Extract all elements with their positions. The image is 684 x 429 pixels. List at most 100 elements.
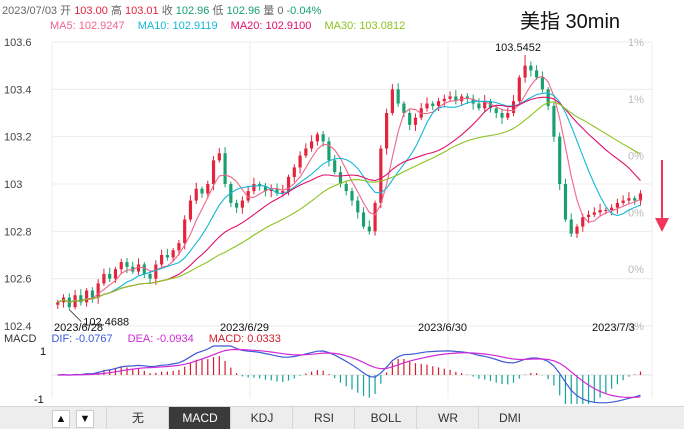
candle-body: [615, 202, 619, 208]
right-tick-label: 0%: [628, 321, 644, 333]
candle-body: [246, 191, 250, 201]
dif-line: [57, 345, 641, 404]
candle-body: [356, 200, 360, 213]
candle-body: [385, 113, 389, 149]
candle-body: [108, 273, 112, 279]
down-arrow-button[interactable]: ▼: [76, 410, 94, 428]
candle-body: [586, 214, 591, 218]
candle-body: [223, 153, 227, 184]
candle-body: [408, 113, 412, 125]
candle-body: [327, 141, 331, 161]
candle-body: [188, 200, 193, 220]
tab-boll[interactable]: BOLL: [354, 407, 417, 429]
indicator-tab-bar: ▲ ▼ 无 MACD KDJ RSI BOLL WR DMI: [0, 406, 684, 429]
candle-body: [350, 191, 354, 201]
candle-body: [160, 255, 164, 265]
ma-legend: MA5: 102.9247 MA10: 102.9119 MA20: 102.9…: [50, 20, 415, 32]
candle-body: [304, 148, 308, 156]
candle-body: [292, 167, 296, 177]
candle-body: [148, 273, 152, 279]
candle-body: [390, 89, 394, 113]
candle-body: [177, 243, 181, 251]
candle-body: [638, 193, 643, 201]
max-annotation: 103.5452: [495, 42, 541, 54]
candle-body: [96, 283, 100, 298]
right-tick-label: 0%: [628, 151, 644, 163]
min-pointer: [69, 309, 82, 323]
x-axis-label: 2023/6/29: [220, 322, 269, 334]
candle-body: [275, 188, 279, 194]
y-tick-label: 102.6: [4, 274, 32, 286]
candle-body: [102, 273, 106, 284]
ma-line: [57, 92, 641, 303]
candle-body: [379, 148, 383, 203]
candle-body: [529, 65, 533, 71]
candle-body: [448, 96, 452, 99]
candle-body: [483, 101, 487, 109]
candle-body: [154, 264, 158, 279]
candle-body: [581, 217, 585, 227]
y-tick-label: 103: [4, 179, 22, 191]
candle-body: [396, 89, 400, 104]
info-high-label: 高: [110, 5, 122, 17]
candle-body: [263, 186, 268, 192]
info-close: 102.96: [175, 5, 210, 17]
candle-body: [633, 198, 637, 201]
candle-body: [269, 188, 273, 192]
tab-macd[interactable]: MACD: [168, 407, 231, 429]
y-tick-label: 102.8: [4, 226, 32, 238]
macd-y-tick: 1: [40, 346, 46, 358]
tab-wr[interactable]: WR: [416, 407, 479, 429]
candle-body: [373, 202, 377, 232]
candle-body: [627, 198, 631, 201]
candle-body: [136, 264, 141, 272]
x-axis-label: 2023/6/28: [54, 322, 103, 334]
x-axis-label: 2023/6/30: [418, 322, 467, 334]
candle-body: [333, 160, 337, 173]
tab-dmi[interactable]: DMI: [478, 407, 541, 429]
tab-kdj[interactable]: KDJ: [230, 407, 293, 429]
candle-body: [240, 200, 244, 208]
candle-body: [569, 219, 573, 234]
candle-body: [563, 184, 568, 220]
tab-rsi[interactable]: RSI: [292, 407, 355, 429]
candle-body: [367, 226, 371, 232]
info-low-label: 低: [212, 5, 224, 17]
ma-line: [57, 101, 641, 303]
candle-body: [298, 155, 302, 168]
candle-body: [125, 262, 129, 267]
info-vol: 0: [277, 5, 284, 17]
candle-body: [494, 108, 498, 113]
macd-legend: MACD DIF: -0.0767 DEA: -0.0934 MACD: 0.0…: [4, 333, 293, 345]
ma20-label: MA20: 102.9100: [230, 20, 312, 32]
chart-title: 美指 30min: [520, 11, 621, 33]
candle-body: [211, 160, 216, 184]
candle-body: [217, 153, 221, 161]
candle-body: [621, 200, 625, 203]
tab-none[interactable]: 无: [106, 407, 169, 429]
candle-body: [85, 290, 89, 303]
up-arrow-button[interactable]: ▲: [52, 410, 70, 428]
right-tick-label: 1%: [628, 94, 644, 106]
candle-body: [344, 184, 348, 192]
candle-body: [200, 188, 204, 194]
candle-body: [431, 103, 435, 106]
info-bar: 2023/07/03 开 103.00 高 103.01 收 102.96 低 …: [2, 2, 321, 18]
candle-body: [194, 188, 198, 201]
candle-body: [413, 117, 418, 125]
candle-body: [535, 70, 539, 78]
candle-body: [235, 202, 239, 208]
dea-label: DEA: -0.0934: [127, 333, 194, 345]
dif-label: DIF: -0.0767: [51, 333, 113, 345]
candle-body: [575, 226, 579, 234]
min-annotation: 102.4688: [83, 317, 129, 329]
candle-body: [454, 96, 458, 102]
candle-body: [592, 212, 596, 215]
macd-value-label: MACD: 0.0333: [208, 333, 281, 345]
candle-body: [442, 98, 446, 102]
candle-body: [361, 212, 366, 227]
candle-body: [113, 269, 118, 279]
candle-body: [465, 96, 469, 99]
candle-body: [425, 103, 429, 109]
